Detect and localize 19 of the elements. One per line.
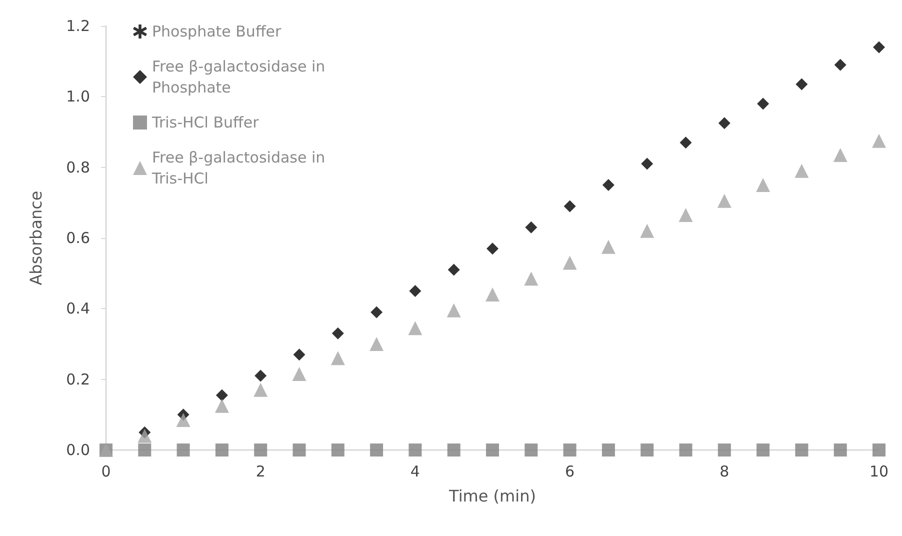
legend-label: Phosphate Buffer [152,22,282,40]
legend-label: Tris-HCl Buffer [151,114,260,132]
y-tick-label: 0.4 [66,300,90,318]
legend-label: Free β-galactosidase in Phosphate [152,58,330,96]
x-tick-label: 0 [101,462,111,480]
x-tick-label: 6 [565,462,575,480]
y-tick-label: 0.8 [66,158,90,176]
y-tick-label: 1.0 [66,88,90,106]
y-axis-title: Absorbance [26,190,46,286]
y-tick-label: 0.0 [66,441,90,459]
x-axis-title: Time (min) [448,486,536,506]
y-tick-label: 0.6 [66,229,90,247]
legend-label: Free β-galactosidase in Tris-HCl [151,148,330,188]
x-tick-label: 10 [869,462,889,480]
y-tick-label: 1.2 [66,17,90,35]
x-tick-label: 4 [410,462,420,480]
x-tick-label: 2 [256,462,266,480]
y-tick-label: 0.2 [66,370,90,388]
x-tick-label: 8 [720,462,730,480]
